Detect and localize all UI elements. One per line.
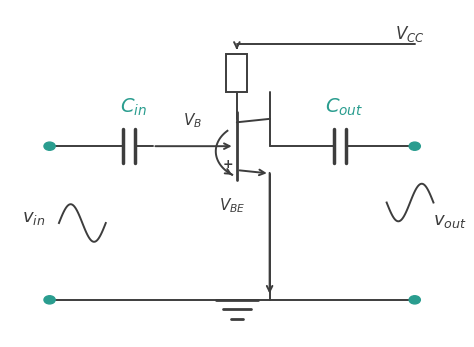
Text: $V_{BE}$: $V_{BE}$ (219, 197, 246, 215)
Text: $V_{B}$: $V_{B}$ (183, 111, 202, 130)
Text: $C_{out}$: $C_{out}$ (325, 96, 364, 118)
Text: $C_{in}$: $C_{in}$ (120, 96, 147, 118)
Circle shape (409, 142, 420, 150)
Text: $V_{CC}$: $V_{CC}$ (395, 24, 425, 43)
Text: +: + (222, 159, 233, 171)
Text: $v_{in}$: $v_{in}$ (21, 209, 45, 227)
Circle shape (409, 296, 420, 304)
Circle shape (44, 296, 55, 304)
Circle shape (44, 142, 55, 150)
Text: $v_{out}$: $v_{out}$ (433, 212, 467, 230)
Bar (226, 54, 247, 92)
